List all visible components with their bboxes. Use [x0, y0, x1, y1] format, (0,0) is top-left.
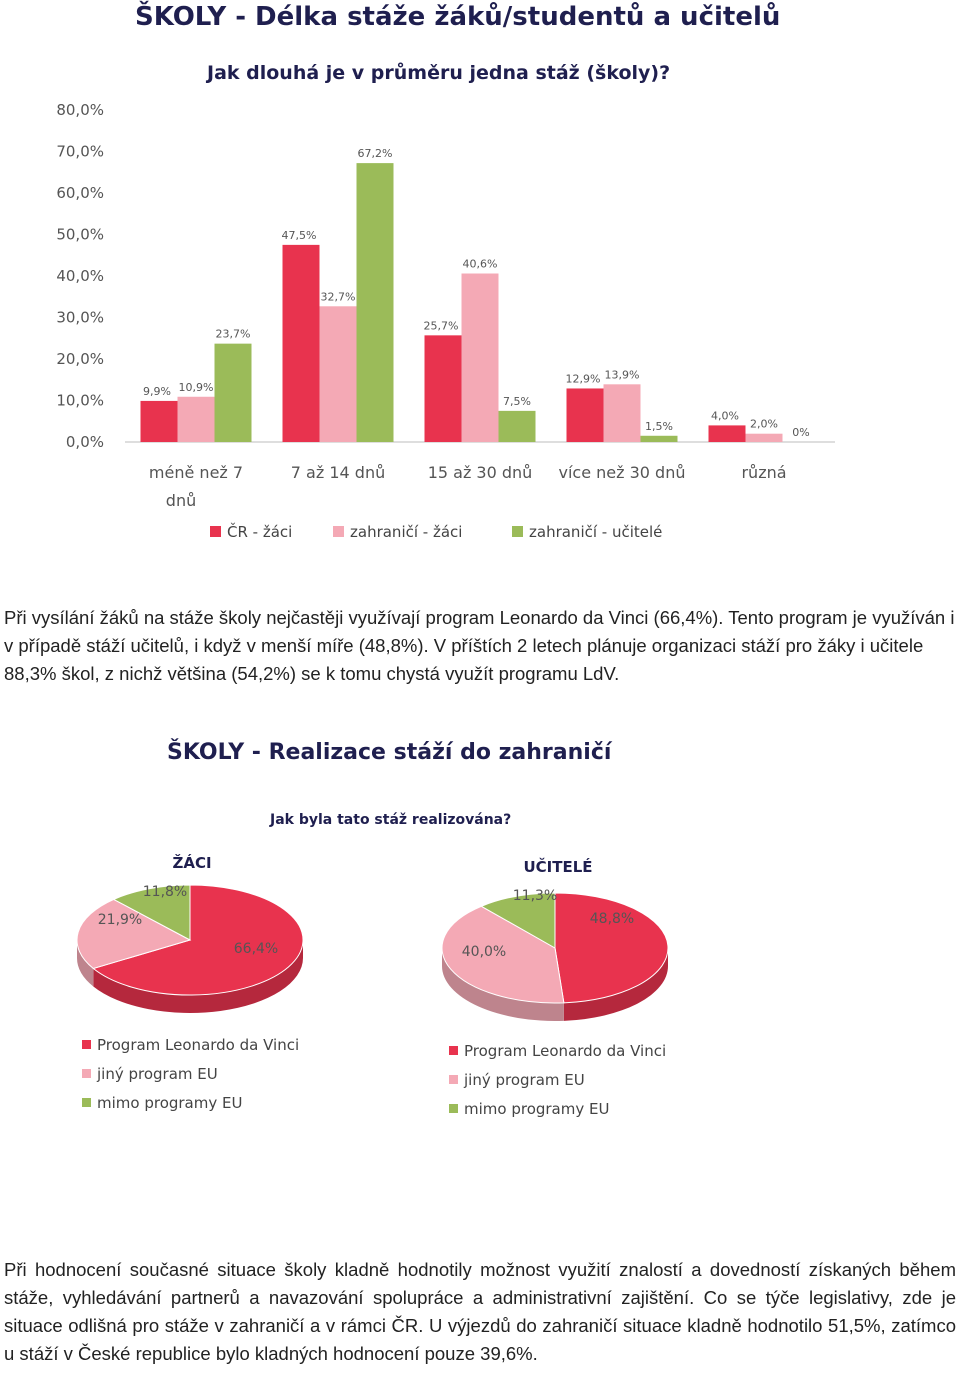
y-tick-label: 0,0% — [66, 433, 104, 451]
pie-slice — [112, 884, 191, 941]
pie-header: ŽÁCI — [172, 853, 211, 872]
pie-section-subtitle: Jak byla tato stáž realizována? — [270, 812, 512, 828]
bar-chart-title: ŠKOLY - Délka stáže žáků/studentů a učit… — [135, 2, 781, 32]
y-tick-label: 40,0% — [56, 267, 104, 285]
bar-value-label: 12,9% — [566, 372, 601, 385]
bar — [282, 244, 320, 442]
pie-slice — [76, 898, 192, 970]
bar-chart-subtitle: Jak dlouhá je v průměru jedna stáž (škol… — [207, 62, 671, 84]
legend-swatch — [512, 526, 523, 537]
bar — [461, 273, 499, 442]
bar-chart: 0,0% 10,0% 20,0% 30,0% 40,0% 50,0% 60,0% 70,0% 8… — [56, 101, 835, 541]
legend-swatch — [449, 1104, 458, 1113]
pie-section-title: ŠKOLY - Realizace stáží do zahraničí — [167, 740, 612, 765]
legend-swatch — [449, 1075, 458, 1084]
bar — [566, 388, 604, 442]
pie-value-label: 40,0% — [462, 944, 506, 960]
y-tick-label: 20,0% — [56, 350, 104, 368]
bar-value-label: 32,7% — [321, 290, 356, 303]
category-label: méně než 7 — [149, 463, 243, 482]
bar — [424, 335, 462, 442]
bar — [603, 384, 641, 442]
category-label: různá — [741, 463, 786, 482]
bar-value-label: 40,6% — [463, 258, 498, 271]
category-label: 7 až 14 dnů — [291, 463, 385, 482]
category-label: 15 až 30 dnů — [428, 463, 533, 482]
legend-label: jiný program EU — [463, 1071, 585, 1089]
legend-swatch — [333, 526, 344, 537]
legend-label: mimo programy EU — [464, 1100, 609, 1118]
category-label: dnů — [166, 491, 196, 510]
pie-charts: ŽÁCI 66,4% 21,9%11,8% Program Leonardo da V… — [76, 853, 669, 1118]
bar-value-label: 1,5% — [645, 420, 673, 433]
bar-value-label: 4,0% — [711, 409, 739, 422]
legend-label: ČR - žáci — [227, 522, 292, 541]
pie-slice-side — [77, 940, 94, 987]
bar — [177, 396, 215, 442]
bar-value-label: 9,9% — [143, 385, 171, 398]
bar-value-label: 13,9% — [605, 368, 640, 381]
pie-slice — [92, 884, 304, 996]
bar-value-label: 2,0% — [750, 418, 778, 431]
y-tick-label: 50,0% — [56, 226, 104, 244]
bar — [498, 410, 536, 442]
legend-label: Program Leonardo da Vinci — [97, 1036, 299, 1054]
pie-slice — [441, 905, 565, 1004]
pie-slice — [554, 892, 669, 1004]
pie-value-label: 11,8% — [143, 884, 187, 900]
legend-label: mimo programy EU — [97, 1094, 242, 1112]
pie-header: UČITELÉ — [523, 857, 592, 876]
bar — [745, 433, 783, 442]
legend-label: zahraničí - učitelé — [529, 523, 662, 541]
bar — [708, 425, 746, 442]
bar-value-label: 67,2% — [358, 147, 393, 160]
legend-swatch — [449, 1046, 458, 1055]
bar — [319, 306, 357, 442]
bar — [640, 435, 678, 442]
pie-value-label: 66,4% — [234, 941, 278, 957]
bar — [140, 400, 178, 442]
y-tick-label: 60,0% — [56, 184, 104, 202]
legend-swatch — [82, 1098, 91, 1107]
pie-slice-side — [93, 940, 303, 1013]
legend-label: jiný program EU — [96, 1065, 218, 1083]
pie-slice-side — [442, 948, 564, 1021]
pie-value-label: 48,8% — [590, 911, 634, 927]
legend-swatch — [82, 1069, 91, 1078]
legend-label: zahraničí - žáci — [350, 523, 462, 541]
category-label: více než 30 dnů — [559, 463, 686, 482]
legend-label: Program Leonardo da Vinci — [464, 1042, 666, 1060]
bar-value-label: 47,5% — [282, 229, 317, 242]
bar-value-label: 0% — [792, 426, 809, 439]
legend-swatch — [82, 1040, 91, 1049]
y-tick-label: 10,0% — [56, 392, 104, 410]
bar-value-label: 7,5% — [503, 395, 531, 408]
pie-value-label: 11,3% — [513, 888, 557, 904]
legend-swatch — [210, 526, 221, 537]
pie-slice-side — [563, 948, 669, 1021]
y-tick-label: 70,0% — [56, 143, 104, 161]
bar-value-label: 23,7% — [216, 328, 251, 341]
bar-value-label: 10,9% — [179, 381, 214, 394]
pie-value-label: 21,9% — [98, 912, 142, 928]
y-tick-label: 80,0% — [56, 101, 104, 119]
bar — [214, 343, 252, 442]
bar — [356, 163, 394, 442]
y-tick-label: 30,0% — [56, 309, 104, 327]
paragraph-1: Při vysílání žáků na stáže školy nejčast… — [4, 607, 955, 684]
pie-slice — [480, 892, 556, 949]
bar-value-label: 25,7% — [424, 319, 459, 332]
paragraph-2: Při hodnocení současné situace školy kla… — [4, 1259, 956, 1364]
